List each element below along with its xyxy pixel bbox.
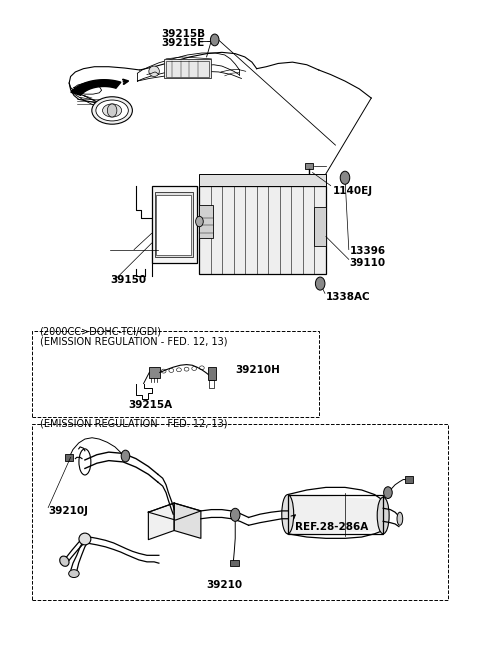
Bar (405, 476, 413, 483)
Bar (207, 367, 216, 380)
Circle shape (384, 487, 392, 499)
Circle shape (108, 104, 117, 117)
Ellipse shape (103, 104, 121, 117)
Text: 1338AC: 1338AC (326, 293, 371, 302)
Ellipse shape (377, 497, 389, 534)
Bar (33, 424, 447, 600)
Bar (288, 495, 383, 534)
Ellipse shape (282, 495, 294, 534)
Circle shape (340, 171, 350, 184)
Circle shape (230, 508, 240, 522)
Ellipse shape (69, 569, 79, 577)
Ellipse shape (79, 533, 91, 545)
Text: 39210J: 39210J (48, 506, 88, 516)
Circle shape (210, 34, 219, 46)
Bar (156, 195, 192, 255)
Text: REF.28-286A: REF.28-286A (295, 522, 368, 531)
Text: 39210H: 39210H (235, 365, 280, 375)
Bar (33, 331, 319, 417)
Bar (199, 186, 326, 274)
Text: 1140EJ: 1140EJ (333, 186, 373, 196)
Bar (65, 454, 73, 461)
Text: 39150: 39150 (110, 275, 146, 285)
Bar (149, 367, 160, 378)
Text: 13396: 13396 (350, 246, 386, 256)
Polygon shape (71, 80, 121, 95)
Text: 39210: 39210 (206, 580, 243, 590)
Bar (166, 61, 209, 77)
Text: (EMISSION REGULATION - FED. 12, 13): (EMISSION REGULATION - FED. 12, 13) (39, 337, 227, 346)
Text: 39215E: 39215E (161, 39, 204, 49)
Polygon shape (148, 503, 201, 520)
Polygon shape (288, 495, 383, 534)
Text: 39110: 39110 (350, 258, 386, 268)
Bar (199, 205, 213, 238)
Bar (199, 174, 326, 186)
Ellipse shape (96, 100, 128, 121)
Ellipse shape (397, 512, 403, 525)
Text: 39215B: 39215B (161, 30, 205, 39)
Bar (155, 192, 193, 257)
Bar (164, 59, 211, 79)
Ellipse shape (92, 96, 132, 124)
Bar (314, 207, 326, 247)
Bar (305, 163, 313, 169)
Ellipse shape (60, 556, 69, 566)
Ellipse shape (149, 66, 159, 77)
Polygon shape (148, 503, 174, 540)
Text: (EMISSION REGULATION - FED. 12, 13): (EMISSION REGULATION - FED. 12, 13) (39, 419, 227, 428)
Polygon shape (174, 503, 201, 539)
Text: 39215A: 39215A (128, 400, 172, 410)
Bar (229, 560, 239, 566)
Circle shape (121, 450, 130, 462)
Bar (152, 186, 197, 262)
Circle shape (315, 277, 325, 290)
Circle shape (196, 216, 203, 227)
Text: (2000CC>DOHC-TCI/GDI): (2000CC>DOHC-TCI/GDI) (39, 327, 162, 337)
